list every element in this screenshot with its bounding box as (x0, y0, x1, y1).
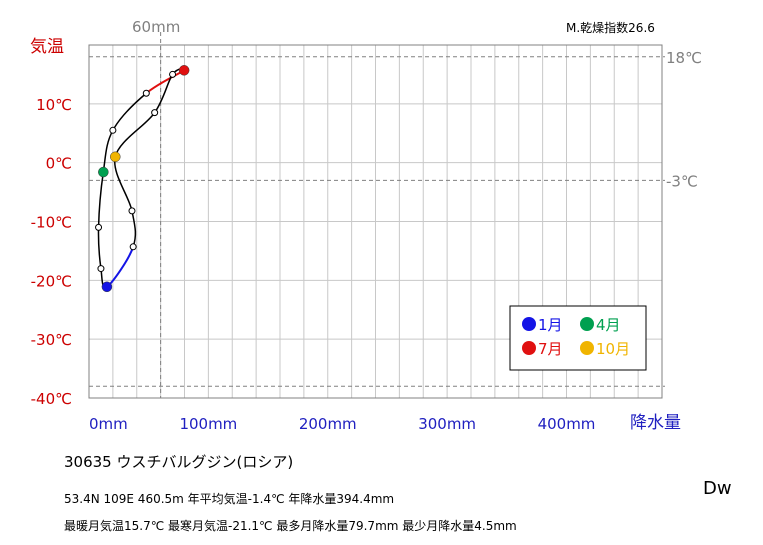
legend-label: 7月 (538, 340, 563, 358)
month-point (151, 109, 159, 117)
curve-segment (114, 156, 133, 212)
curve-segment (97, 227, 102, 269)
y-axis-label: 気温 (30, 37, 64, 57)
legend-marker (522, 341, 536, 355)
x-tick-label: 200mm (299, 415, 357, 433)
x-tick-label: 0mm (89, 415, 128, 433)
month-point (128, 207, 136, 215)
x-tick-label: 400mm (538, 415, 596, 433)
station-stats-line1: 53.4N 109E 460.5m 年平均気温-1.4℃ 年降水量394.4mm (64, 492, 395, 506)
month-point-highlight (98, 166, 109, 178)
month-point (142, 89, 150, 97)
curve-segment (154, 73, 174, 114)
month-point (129, 243, 137, 251)
aridity-index-label: M.乾燥指数26.6 (566, 20, 655, 35)
legend-marker (580, 317, 594, 331)
legend-marker (580, 341, 594, 355)
curve-segment (131, 210, 137, 248)
legend-box (509, 305, 647, 371)
month-point-highlight (110, 151, 121, 163)
y-tick-label: -20℃ (31, 272, 72, 290)
month-point (169, 70, 177, 78)
legend-label: 10月 (596, 340, 630, 358)
temp-reference-label: 18℃ (666, 49, 702, 67)
y-tick-label: 0℃ (46, 155, 72, 173)
curve-segment (102, 129, 114, 173)
month-points (95, 65, 190, 293)
legend-label: 1月 (538, 316, 563, 334)
month-point-highlight (101, 281, 113, 293)
month-point (97, 265, 105, 273)
y-tick-label: -30℃ (31, 331, 72, 349)
station-title: 30635 ウスチバルグジン(ロシア) (64, 453, 294, 471)
plot-frame (88, 44, 663, 399)
month-point (95, 223, 103, 231)
station-stats-line2: 最暖月気温15.7℃ 最寒月気温-21.1℃ 最多月降水量79.7mm 最少月降… (64, 519, 517, 533)
legend-label: 4月 (596, 316, 621, 334)
climate-curve (97, 67, 186, 289)
y-tick-labels: -40℃ -30℃ -20℃ -10℃ 0℃ 10℃ (31, 96, 72, 408)
climate-code: Dw (703, 478, 732, 499)
y-tick-label: -10℃ (31, 214, 72, 232)
y-tick-label: 10℃ (36, 96, 72, 114)
legend-marker (522, 317, 536, 331)
month-point-highlight (178, 65, 190, 76)
reference-lines: 18℃ -3℃ (89, 32, 702, 398)
temp-reference-label: -3℃ (666, 172, 698, 190)
y-tick-label: -40℃ (31, 390, 72, 408)
legend: 1月 4月 7月 10月 (509, 305, 647, 371)
x-tick-label: 100mm (179, 415, 237, 433)
curve-segment (112, 92, 147, 131)
precip-reference-label: 60mm (132, 18, 180, 36)
x-tick-labels: 0mm 100mm 200mm 300mm 400mm (89, 415, 595, 433)
x-axis-label: 降水量 (630, 413, 681, 433)
month-point (109, 126, 117, 134)
x-tick-label: 300mm (418, 415, 476, 433)
